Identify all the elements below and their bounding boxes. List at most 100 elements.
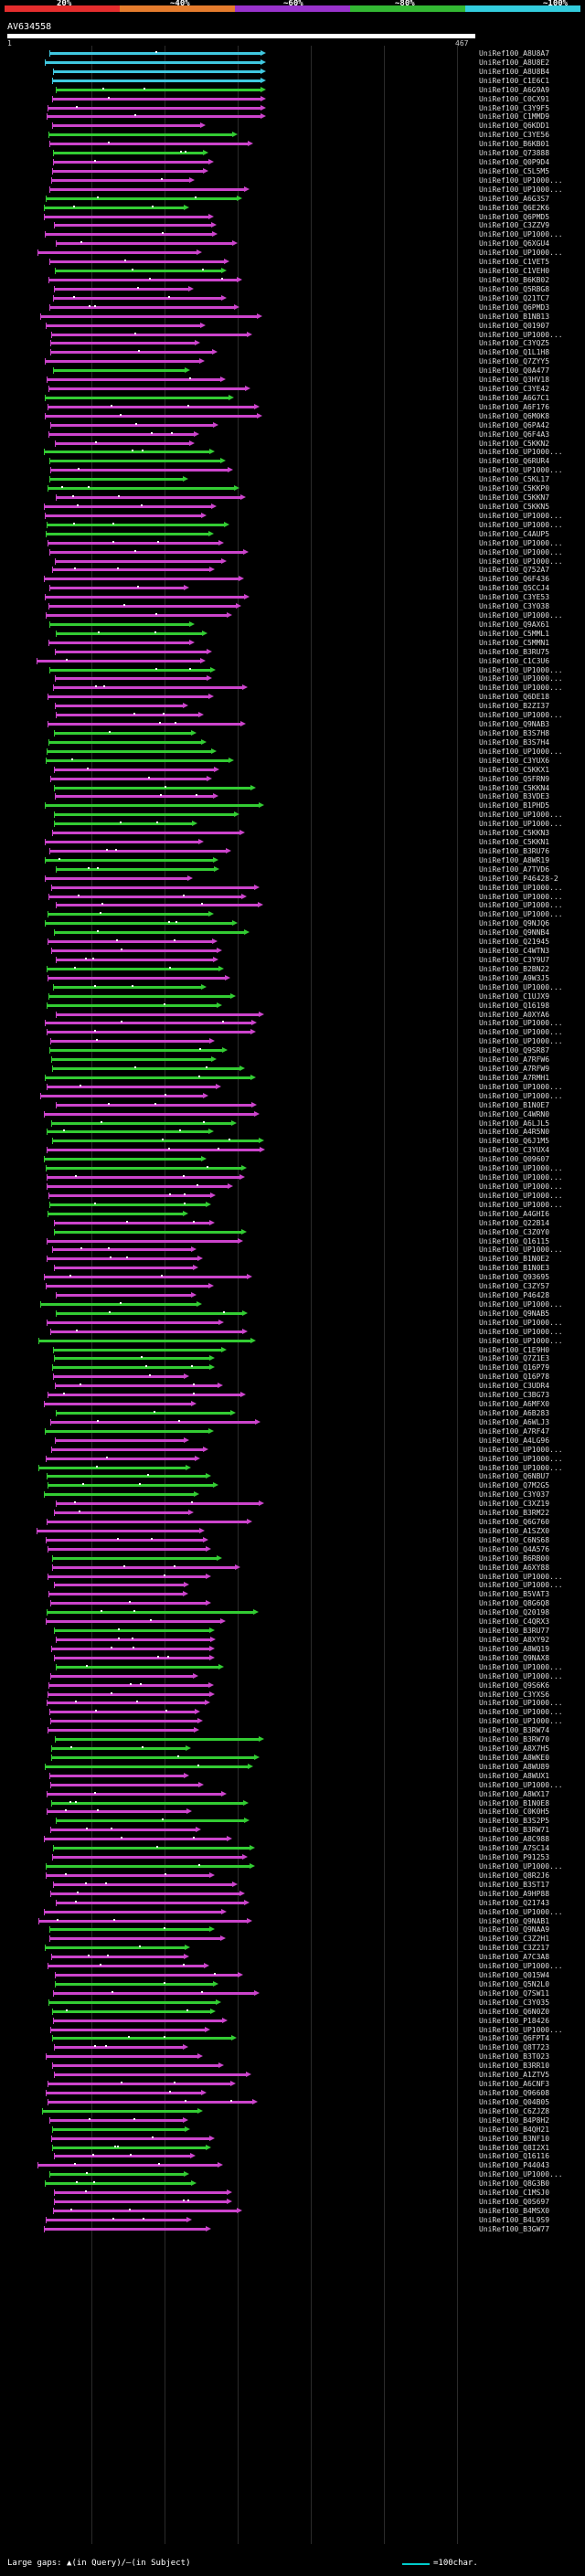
hit-row[interactable]: UniRef100_UP1000... (0, 331, 585, 339)
hit-label[interactable]: UniRef100_B3S7H8 (479, 729, 550, 737)
hit-row[interactable]: UniRef100_B3RW74 (0, 1726, 585, 1734)
hit-row[interactable]: UniRef100_Q9NJQ6 (0, 919, 585, 928)
hit-row[interactable]: UniRef100_B6RB00 (0, 1554, 585, 1563)
hit-label[interactable]: UniRef100_Q6N0Z0 (479, 2007, 550, 2016)
hit-alignment-bar[interactable] (49, 668, 210, 672)
hit-row[interactable]: UniRef100_A7RFW9 (0, 1065, 585, 1073)
hit-label[interactable]: UniRef100_B1NB13 (479, 312, 550, 321)
hit-row[interactable]: UniRef100_UP1000... (0, 186, 585, 194)
hit-alignment-bar[interactable] (47, 115, 261, 119)
hit-row[interactable]: UniRef100_C4AUP5 (0, 530, 585, 538)
hit-alignment-bar[interactable] (53, 2209, 237, 2212)
hit-label[interactable]: UniRef100_UP1000... (479, 1780, 563, 1789)
hit-row[interactable]: UniRef100_UP1000... (0, 1319, 585, 1327)
hit-label[interactable]: UniRef100_Q9NAX8 (479, 1653, 550, 1662)
hit-row[interactable]: UniRef100_C5KKP0 (0, 484, 585, 493)
hit-label[interactable]: UniRef100_A8XY92 (479, 1636, 550, 1644)
hit-alignment-bar[interactable] (55, 1982, 213, 1986)
hit-label[interactable]: UniRef100_UP1000... (479, 1327, 563, 1336)
hit-alignment-bar[interactable] (52, 832, 239, 835)
hit-alignment-bar[interactable] (56, 714, 198, 717)
hit-alignment-bar[interactable] (48, 2083, 230, 2086)
hit-row[interactable]: UniRef100_A6G7C1 (0, 394, 585, 402)
hit-label[interactable]: UniRef100_UP1000... (479, 1445, 563, 1454)
hit-row[interactable]: UniRef100_Q16198 (0, 1002, 585, 1010)
hit-alignment-bar[interactable] (48, 133, 232, 137)
hit-alignment-bar[interactable] (50, 1420, 255, 1424)
hit-alignment-bar[interactable] (51, 1801, 243, 1805)
hit-label[interactable]: UniRef100_UP1000... (479, 1717, 563, 1726)
hit-label[interactable]: UniRef100_A6G9A9 (479, 85, 550, 94)
hit-row[interactable]: UniRef100_Q9NAB5 (0, 1309, 585, 1318)
hit-label[interactable]: UniRef100_A6LJL5 (479, 1118, 550, 1128)
hit-row[interactable]: UniRef100_UP1000... (0, 1581, 585, 1589)
hit-row[interactable]: UniRef100_Q5CCJ4 (0, 584, 585, 592)
hit-alignment-bar[interactable] (51, 949, 217, 953)
hit-row[interactable]: UniRef100_P18426 (0, 2017, 585, 2025)
hit-label[interactable]: UniRef100_UP1000... (479, 901, 563, 910)
hit-label[interactable]: UniRef100_Q9NAB5 (479, 1309, 550, 1318)
hit-label[interactable]: UniRef100_B2ZI37 (479, 702, 550, 711)
hit-alignment-bar[interactable] (47, 1701, 205, 1705)
hit-label[interactable]: UniRef100_B3ST17 (479, 1880, 550, 1889)
hit-alignment-bar[interactable] (53, 985, 201, 989)
hit-row[interactable]: UniRef100_B3S2P5 (0, 1817, 585, 1825)
hit-alignment-bar[interactable] (54, 1629, 209, 1633)
hit-label[interactable]: UniRef100_C3Z217 (479, 1944, 550, 1953)
hit-label[interactable]: UniRef100_Q5FRN9 (479, 774, 550, 783)
hit-row[interactable]: UniRef100_Q16115 (0, 1237, 585, 1246)
hit-label[interactable]: UniRef100_Q01907 (479, 321, 550, 330)
hit-label[interactable]: UniRef100_UP1000... (479, 820, 563, 829)
hit-row[interactable]: UniRef100_B2ZI37 (0, 702, 585, 710)
hit-row[interactable]: UniRef100_A7C3A8 (0, 1953, 585, 1961)
hit-row[interactable]: UniRef100_UP1000... (0, 557, 585, 566)
hit-alignment-bar[interactable] (46, 1538, 203, 1542)
hit-label[interactable]: UniRef100_UP1000... (479, 538, 563, 547)
hit-alignment-bar[interactable] (49, 1203, 206, 1206)
hit-label[interactable]: UniRef100_Q015W4 (479, 1971, 550, 1980)
hit-alignment-bar[interactable] (52, 2037, 231, 2041)
hit-label[interactable]: UniRef100_Q6XGU4 (479, 239, 550, 249)
hit-label[interactable]: UniRef100_UP1000... (479, 1862, 563, 1871)
hit-row[interactable]: UniRef100_A0XYA6 (0, 1011, 585, 1019)
hit-alignment-bar[interactable] (56, 631, 202, 635)
hit-label[interactable]: UniRef100_Q1L1H8 (479, 348, 550, 357)
hit-label[interactable]: UniRef100_Q9NAB3 (479, 720, 550, 729)
hit-label[interactable]: UniRef100_C5KKN7 (479, 493, 550, 503)
hit-row[interactable]: UniRef100_A8WUX1 (0, 1772, 585, 1780)
hit-alignment-bar[interactable] (47, 1475, 206, 1479)
hit-row[interactable]: UniRef100_Q8T723 (0, 2043, 585, 2051)
hit-alignment-bar[interactable] (54, 2191, 227, 2195)
hit-label[interactable]: UniRef100_UP1000... (479, 684, 563, 693)
hit-label[interactable]: UniRef100_A6XY88 (479, 1563, 550, 1572)
hit-row[interactable]: UniRef100_C4QRX3 (0, 1617, 585, 1626)
hit-label[interactable]: UniRef100_Q6RUR4 (479, 457, 550, 466)
hit-label[interactable]: UniRef100_C4WTN3 (479, 947, 550, 956)
hit-row[interactable]: UniRef100_UP1000... (0, 811, 585, 819)
hit-alignment-bar[interactable] (50, 1783, 198, 1786)
hit-row[interactable]: UniRef100_A8U8E2 (0, 58, 585, 67)
hit-label[interactable]: UniRef100_UP1000... (479, 1671, 563, 1680)
hit-row[interactable]: UniRef100_C3YQZ5 (0, 339, 585, 347)
hit-alignment-bar[interactable] (52, 2009, 210, 2013)
hit-row[interactable]: UniRef100_UP1000... (0, 521, 585, 529)
hit-alignment-bar[interactable] (55, 270, 221, 273)
hit-alignment-bar[interactable] (53, 152, 203, 155)
hit-row[interactable]: UniRef100_UP1000... (0, 1192, 585, 1200)
hit-label[interactable]: UniRef100_Q21TC7 (479, 293, 550, 302)
hit-row[interactable]: UniRef100_UP1000... (0, 711, 585, 719)
hit-label[interactable]: UniRef100_C3ZY57 (479, 1282, 550, 1291)
hit-alignment-bar[interactable] (52, 2064, 218, 2068)
hit-row[interactable]: UniRef100_A8WU89 (0, 1763, 585, 1771)
hit-alignment-bar[interactable] (52, 124, 200, 128)
hit-row[interactable]: UniRef100_C3YUX4 (0, 1146, 585, 1154)
hit-alignment-bar[interactable] (45, 414, 257, 418)
hit-row[interactable]: UniRef100_B3RW70 (0, 1735, 585, 1744)
hit-alignment-bar[interactable] (49, 2173, 184, 2177)
hit-alignment-bar[interactable] (50, 777, 207, 780)
hit-alignment-bar[interactable] (44, 1403, 191, 1406)
hit-label[interactable]: UniRef100_B3VDE3 (479, 792, 550, 801)
hit-alignment-bar[interactable] (54, 1511, 188, 1515)
hit-alignment-bar[interactable] (54, 2200, 227, 2204)
hit-alignment-bar[interactable] (56, 1311, 242, 1315)
